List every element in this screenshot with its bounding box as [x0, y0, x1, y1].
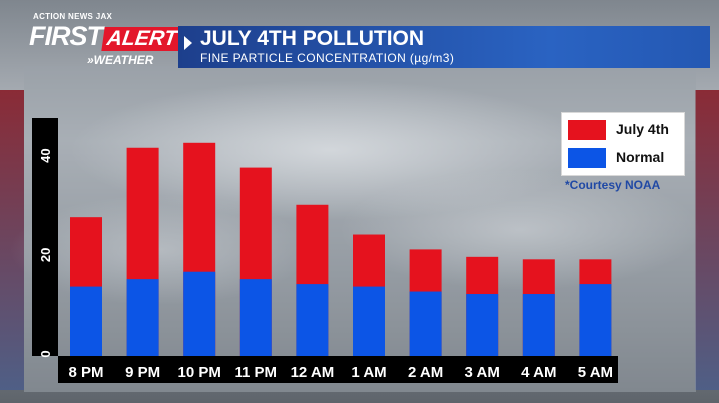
- bar-normal: [183, 271, 216, 356]
- bar-group: [70, 142, 612, 356]
- play-arrow-icon: [184, 36, 192, 50]
- x-tick-label: 2 AM: [408, 364, 443, 381]
- bar-normal: [70, 286, 102, 356]
- bar-normal: [296, 284, 329, 356]
- y-tick-label: 40: [38, 148, 53, 162]
- station-logo: ACTION NEWS JAX FIRST ALERT »WEATHER: [27, 12, 187, 68]
- bar-normal: [239, 279, 272, 356]
- y-tick-group: 0 20 40: [38, 148, 53, 357]
- x-tick-label: 4 AM: [521, 364, 556, 381]
- y-tick-label: 0: [38, 350, 53, 357]
- bar-normal: [409, 291, 442, 356]
- bar-normal: [522, 294, 555, 356]
- x-tick-group: 8 PM 9 PM 10 PM 11 PM 12 AM 1 AM 2 AM 3 AM 4 AM 5…: [68, 364, 613, 381]
- logo-first: FIRST: [29, 21, 103, 51]
- x-axis-strip: [58, 356, 618, 383]
- legend: July 4th Normal: [561, 112, 685, 176]
- y-axis-strip: [32, 118, 58, 356]
- x-tick-label: 3 AM: [465, 364, 500, 381]
- title-bar: JULY 4TH POLLUTION FINE PARTICLE CONCENT…: [178, 26, 710, 68]
- right-edge-strip: [695, 90, 719, 390]
- x-tick-label: 10 PM: [178, 364, 221, 381]
- legend-swatch-july4: [568, 120, 606, 140]
- y-tick-label: 20: [38, 248, 53, 262]
- legend-label-normal: Normal: [616, 149, 665, 165]
- bar-normal: [126, 279, 159, 356]
- x-tick-label: 5 AM: [578, 364, 613, 381]
- bar-normal: [353, 286, 385, 356]
- logo-weather: »WEATHER: [87, 53, 154, 67]
- legend-swatch-normal: [568, 148, 606, 168]
- legend-label-july4: July 4th: [616, 121, 669, 137]
- bar-normal: [466, 294, 499, 356]
- x-tick-label: 9 PM: [125, 364, 160, 381]
- logo-alert: ALERT: [101, 27, 183, 51]
- bar-normal: [579, 284, 612, 356]
- x-tick-label: 1 AM: [351, 364, 386, 381]
- x-tick-label: 12 AM: [291, 364, 335, 381]
- chart-subtitle: FINE PARTICLE CONCENTRATION (µg/m3): [200, 51, 455, 65]
- x-tick-label: 8 PM: [68, 364, 103, 381]
- network-name: ACTION NEWS JAX: [33, 12, 113, 21]
- chart-title: JULY 4TH POLLUTION: [200, 27, 425, 50]
- x-tick-label: 11 PM: [235, 364, 278, 381]
- courtesy-note: *Courtesy NOAA: [565, 178, 661, 192]
